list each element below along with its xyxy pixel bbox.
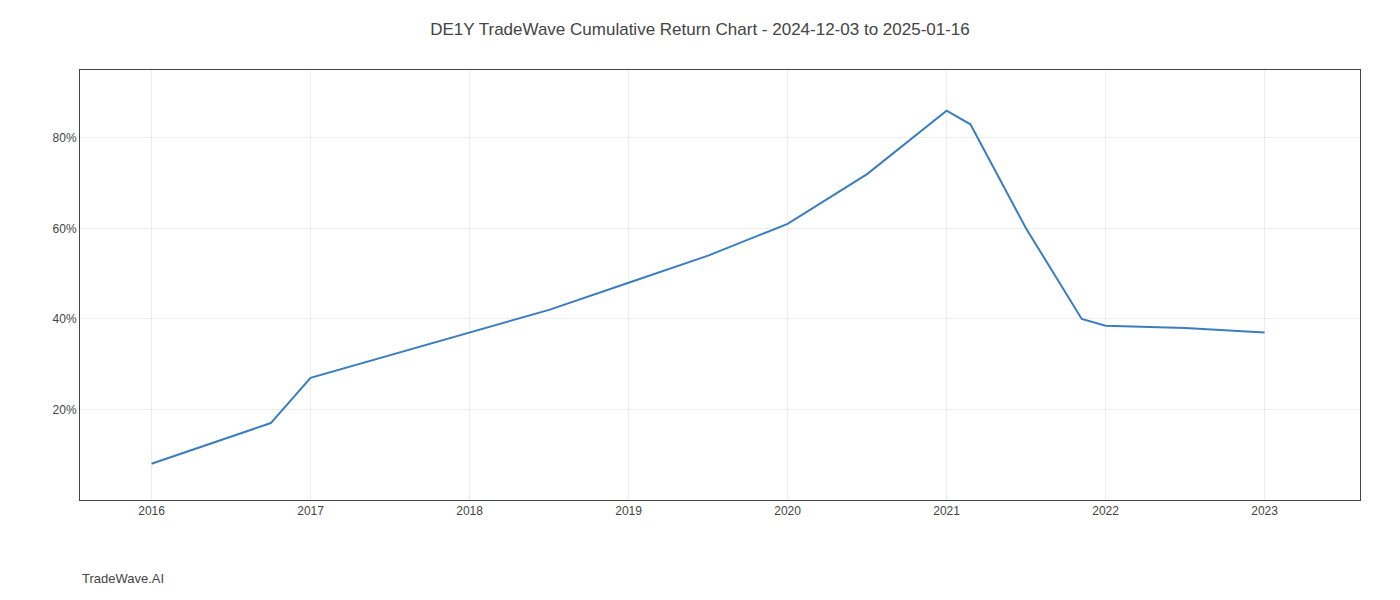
svg-text:2023: 2023: [1251, 504, 1278, 518]
svg-text:60%: 60%: [53, 222, 77, 236]
svg-text:40%: 40%: [53, 312, 77, 326]
svg-text:2018: 2018: [456, 504, 483, 518]
svg-text:2017: 2017: [297, 504, 324, 518]
svg-text:2021: 2021: [933, 504, 960, 518]
svg-text:80%: 80%: [53, 131, 77, 145]
svg-text:2019: 2019: [615, 504, 642, 518]
svg-text:2020: 2020: [774, 504, 801, 518]
svg-text:2022: 2022: [1092, 504, 1119, 518]
svg-text:DE1Y TradeWave Cumulative Retu: DE1Y TradeWave Cumulative Return Chart -…: [430, 20, 970, 39]
svg-text:2016: 2016: [138, 504, 165, 518]
svg-text:TradeWave.AI: TradeWave.AI: [82, 571, 164, 586]
svg-text:20%: 20%: [53, 403, 77, 417]
